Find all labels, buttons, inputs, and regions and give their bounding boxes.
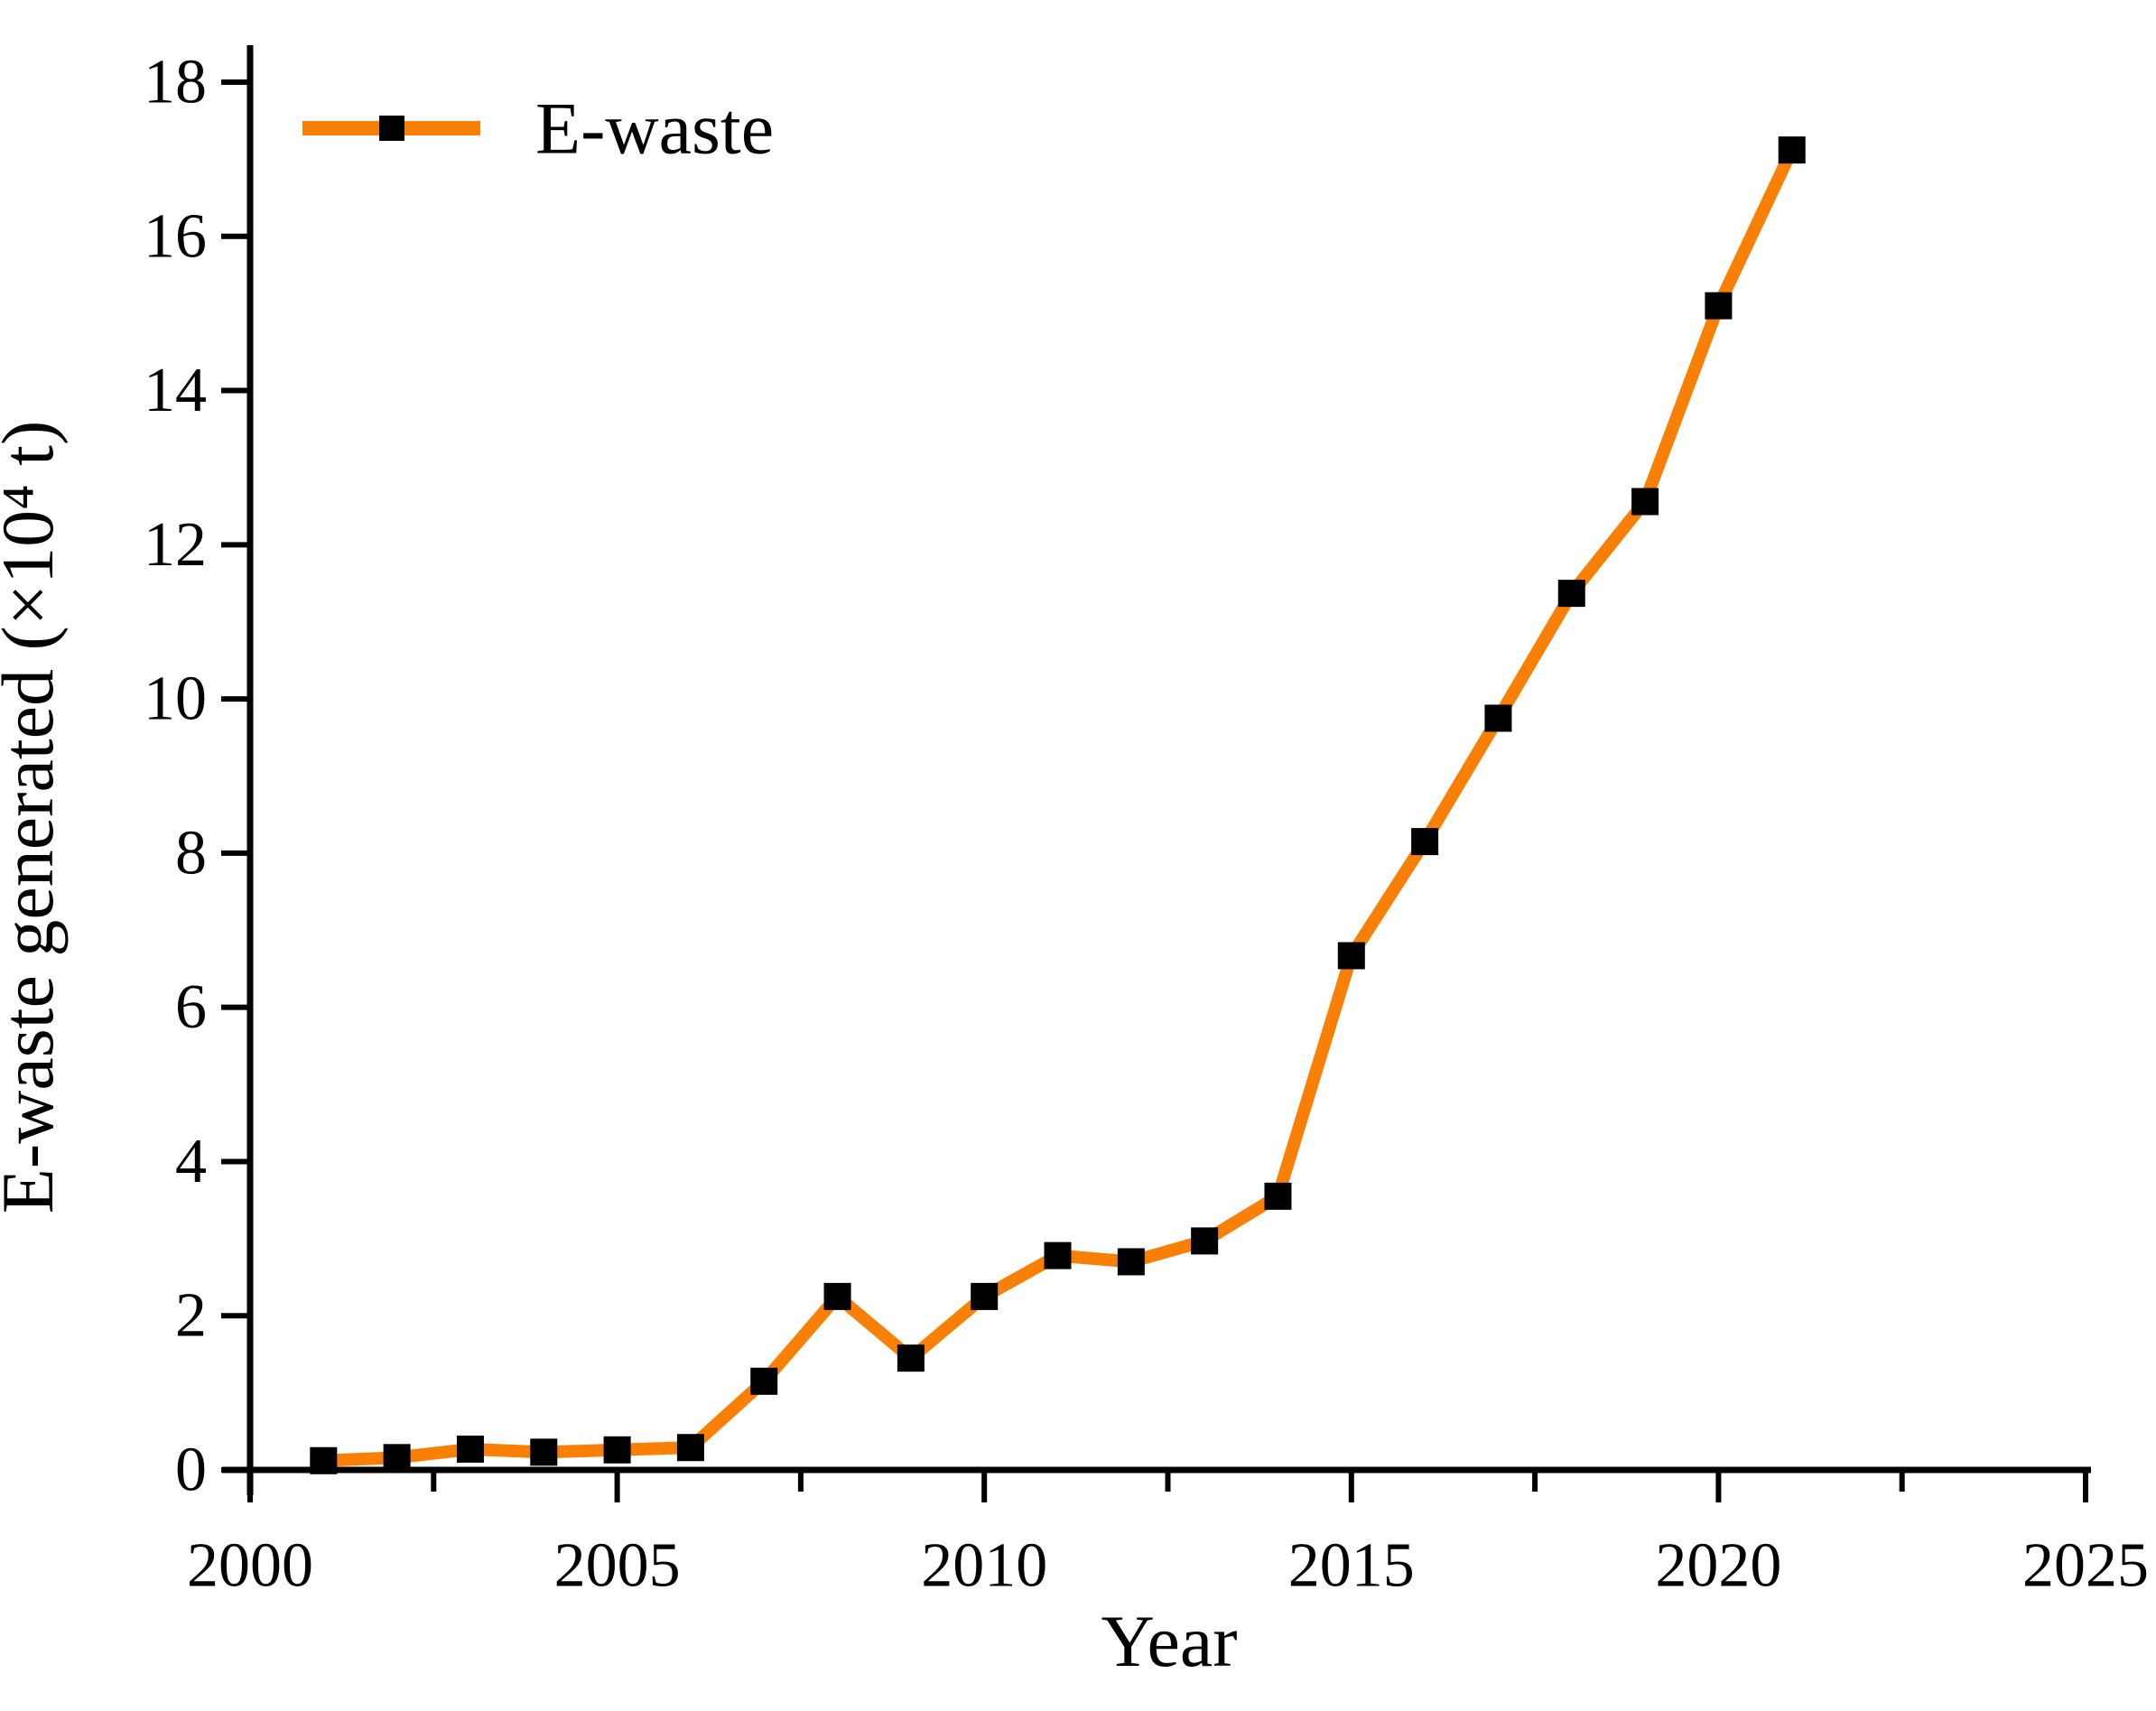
data-point-marker (530, 1438, 558, 1466)
y-tick-label: 16 (144, 201, 207, 271)
x-tick-label: 2015 (1288, 1531, 1415, 1601)
y-axis-tick-labels: 0 2 4 6 8 10 12 14 16 18 (144, 48, 207, 1505)
y-tick-label: 10 (144, 665, 207, 734)
x-tick-label: 2005 (554, 1531, 681, 1601)
y-tick-label: 14 (144, 356, 207, 425)
x-axis-tick-labels: 2000 2005 2010 2015 2020 2025 (187, 1531, 2149, 1601)
y-tick-label: 12 (144, 510, 207, 580)
data-point-marker (383, 1444, 411, 1472)
data-point-marker (1705, 292, 1733, 320)
data-point-marker (676, 1434, 704, 1462)
data-point-marker (603, 1436, 631, 1464)
x-axis-ticks (247, 1470, 2088, 1502)
data-point-marker (1557, 580, 1585, 608)
y-tick-label: 0 (175, 1436, 207, 1505)
x-tick-label: 2020 (1655, 1531, 1781, 1601)
data-point-marker (1117, 1248, 1145, 1276)
legend: E-waste (302, 88, 774, 170)
data-point-marker (310, 1446, 338, 1474)
ewaste-series (310, 136, 1806, 1474)
y-tick-label: 8 (175, 818, 207, 888)
legend-marker-square (379, 116, 404, 141)
x-tick-label: 2025 (2022, 1531, 2149, 1601)
data-point-marker (1191, 1227, 1219, 1255)
data-point-marker (1778, 136, 1806, 164)
data-point-marker (971, 1282, 999, 1310)
legend-label: E-waste (535, 88, 774, 170)
data-point-marker (456, 1435, 484, 1463)
data-point-marker (1337, 942, 1365, 970)
data-point-marker (897, 1344, 925, 1372)
x-tick-label: 2000 (187, 1531, 313, 1601)
y-axis-title: E-waste generated (×10⁴ t) (0, 421, 69, 1214)
y-tick-label: 2 (175, 1281, 207, 1351)
axes (222, 45, 2091, 1495)
data-point-marker (1264, 1182, 1292, 1210)
x-axis-title: Year (1101, 1600, 1237, 1682)
y-tick-label: 18 (144, 48, 207, 117)
x-tick-label: 2010 (921, 1531, 1047, 1601)
data-point-marker (1484, 704, 1512, 732)
data-point-marker (750, 1367, 778, 1395)
data-point-marker (1631, 488, 1659, 516)
data-point-marker (823, 1282, 851, 1310)
data-point-marker (1411, 828, 1439, 856)
y-tick-label: 6 (175, 972, 207, 1042)
y-tick-label: 4 (175, 1127, 207, 1196)
data-point-marker (1044, 1241, 1072, 1269)
y-axis-ticks (221, 79, 250, 1473)
